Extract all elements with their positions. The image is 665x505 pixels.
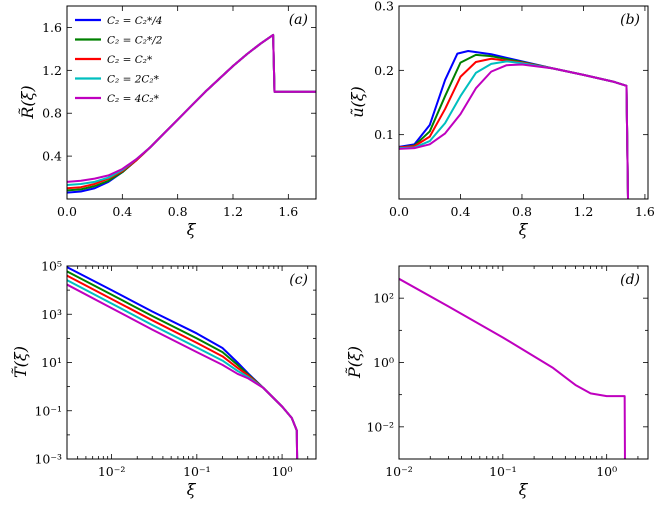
panel-d-xticklabel: 10⁰: [596, 464, 617, 479]
panel-c-yticklabel: 10⁻³: [34, 452, 62, 467]
panel-a-series-0: [67, 33, 316, 194]
panel-a-yticklabel: 0.4: [42, 149, 62, 164]
panel-a-xticklabel: 0.4: [112, 204, 132, 219]
panel-a-xticklabel: 1.6: [278, 204, 298, 219]
panel-a-series-3: [67, 33, 316, 187]
panel-a-yticklabel: 1.2: [42, 63, 62, 78]
legend-entry: C₂ = C₂*/4: [107, 15, 162, 27]
panel-c-xticklabel: 10⁰: [272, 464, 293, 479]
panel-c: 10⁻² 10⁻¹ 10⁰ 10⁻³ 10⁻¹ 10¹ 10³ 10⁵ (c) ξ T̃(ξ): [11, 259, 317, 499]
panel-b: 0.0 0.4 0.8 1.2 1.6 0.1 0.2 0.3 (b) ξ ũ(ξ): [348, 0, 655, 239]
panel-a-xticklabel: 0.8: [168, 204, 188, 219]
panel-c-yticklabel: 10⁵: [41, 259, 62, 274]
panel-d: 10⁻² 10⁻¹ 10⁰ 10⁻² 10⁰ 10² (d) ξ P̃(ξ): [345, 265, 649, 499]
panel-d-series-0: [399, 277, 626, 459]
panel-a-xlabel: ξ: [187, 220, 197, 239]
panel-a-series-1: [67, 33, 316, 192]
panel-a-yticklabel: 1.6: [42, 20, 62, 35]
panel-a-yticklabel: 0.8: [42, 106, 62, 121]
panel-b-xticklabel: 0.0: [389, 204, 409, 219]
panel-b-ylabel: ũ(ξ): [348, 86, 367, 118]
panel-a-xticklabel: 1.2: [223, 204, 243, 219]
panel-a: 0.0 0.4 0.8 1.2 1.60.40.81.21.6 (a) ξ R̃(ξ) …: [18, 5, 317, 239]
legend-entry: C₂ = C₂*: [107, 54, 153, 66]
panel-b-frame: [398, 5, 649, 200]
panel-a-ylabel: R̃(ξ): [18, 85, 37, 119]
panel-b-xticklabel: 0.4: [451, 204, 471, 219]
panel-d-frame: [398, 265, 649, 460]
panel-c-ylabel: T̃(ξ): [11, 346, 30, 378]
panel-c-series-0: [67, 266, 299, 459]
panel-b-series-4: [399, 63, 630, 199]
panel-c-series-3: [67, 279, 299, 459]
panel-c-yticklabel: 10¹: [41, 355, 62, 370]
panel-d-xticklabel: 10⁻¹: [489, 464, 517, 479]
panel-a-xticklabel: 0.0: [57, 204, 77, 219]
panel-b-xticklabel: 1.6: [635, 204, 655, 219]
panel-c-xticklabel: 10⁻¹: [183, 464, 211, 479]
panel-b-yticklabel: 0.1: [374, 127, 394, 142]
panel-d-yticklabel: 10⁰: [373, 355, 394, 370]
panel-c-series-4: [67, 283, 299, 459]
panel-c-yticklabel: 10⁻¹: [34, 403, 62, 418]
panel-b-yticklabel: 0.3: [374, 0, 394, 14]
legend-entry: C₂ = C₂*/2: [107, 35, 163, 47]
panel-c-xticklabel: 10⁻²: [98, 464, 126, 479]
panel-a-frame: [66, 5, 317, 200]
panel-b-xlabel: ξ: [519, 220, 529, 239]
panel-d-yticklabel: 10⁻²: [366, 419, 394, 434]
panel-a-series-2: [67, 33, 316, 190]
panel-b-xticklabel: 0.8: [512, 204, 532, 219]
panel-c-yticklabel: 10³: [41, 307, 62, 322]
panel-d-xticklabel: 10⁻²: [385, 464, 413, 479]
panel-a-series-4: [67, 33, 316, 183]
panel-a-label: (a): [289, 12, 308, 28]
panel-d-yticklabel: 10²: [373, 291, 394, 306]
panel-c-label: (c): [289, 272, 308, 288]
panel-d-label: (d): [620, 272, 640, 288]
panel-b-label: (b): [620, 12, 640, 28]
legend-entry: C₂ = 2C₂*: [107, 74, 160, 86]
panel-b-series-2: [399, 57, 630, 199]
panel-b-yticklabel: 0.2: [374, 63, 394, 78]
legend-entry: C₂ = 4C₂*: [107, 93, 160, 105]
panel-c-xlabel: ξ: [187, 480, 197, 499]
panel-b-xticklabel: 1.2: [573, 204, 593, 219]
panel-a-legend: C₂ = C₂*/4 C₂ = C₂*/2 C₂ = C₂* C₂ = 2C₂* C₂ …: [75, 15, 163, 105]
panel-c-series-1: [67, 270, 299, 459]
panel-d-xlabel: ξ: [519, 480, 529, 499]
panel-d-ylabel: P̃(ξ): [345, 346, 364, 379]
